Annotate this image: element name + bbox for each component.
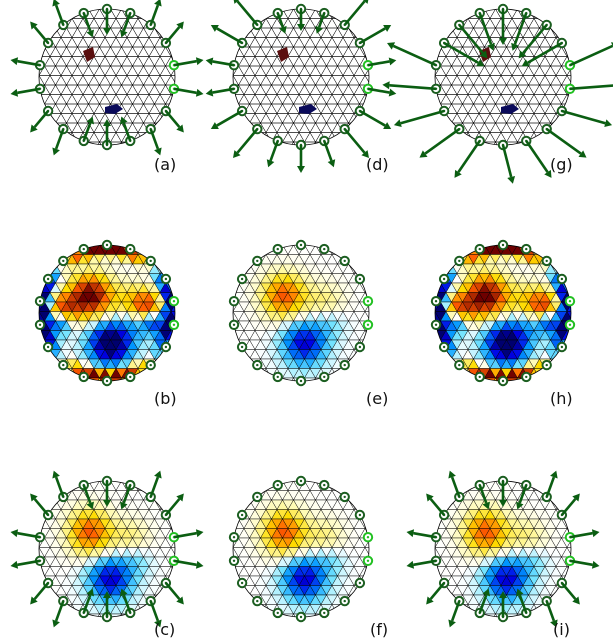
arrow-icon [526, 141, 547, 172]
arrow-icon [393, 46, 436, 65]
arrow-icon [570, 46, 613, 65]
mesh-f [222, 472, 393, 634]
arrow-icon [35, 583, 48, 599]
panel-label-g: (g) [550, 155, 573, 174]
arrow-icon [166, 111, 179, 127]
arrow-icon [547, 129, 581, 153]
arrow-icon [166, 583, 179, 599]
panel-label-b: (b) [154, 389, 177, 408]
arrow-icon [389, 85, 436, 89]
arrow-icon [217, 111, 242, 126]
mesh-d [222, 0, 393, 161]
arrow-icon [401, 111, 444, 123]
arrow-icon [238, 129, 258, 153]
mesh-h [424, 236, 595, 398]
mesh-a [28, 0, 199, 161]
arrow-icon [217, 28, 242, 43]
panel-label-i: (i) [553, 620, 570, 639]
panel-label-e: (e) [366, 389, 388, 408]
panel-label-f: (f) [370, 620, 388, 639]
arrow-icon [345, 129, 365, 153]
arrow-icon [562, 499, 575, 515]
arrow-icon [431, 499, 444, 515]
arrow-icon [562, 583, 575, 599]
arrow-icon [562, 111, 605, 123]
arrow-icon [238, 1, 258, 25]
arrow-icon [360, 28, 385, 43]
arrow-icon [570, 85, 613, 89]
arrow-icon [35, 27, 48, 43]
panel-label-d: (d) [366, 155, 389, 174]
arrow-icon [166, 27, 179, 43]
arrow-icon [360, 111, 385, 126]
arrow-icon [35, 111, 48, 127]
mesh-b [28, 236, 199, 398]
arrow-icon [35, 499, 48, 515]
arrow-icon [425, 129, 459, 153]
arrow-icon [458, 141, 479, 172]
mesh-c [28, 472, 199, 634]
mesh-e [222, 236, 393, 398]
panel-label-c: (c) [154, 620, 175, 639]
panel-label-a: (a) [154, 155, 176, 174]
panel-label-h: (h) [550, 389, 573, 408]
arrow-icon [503, 145, 511, 177]
mesh-i [424, 472, 595, 634]
arrow-icon [166, 499, 179, 515]
arrow-icon [431, 583, 444, 599]
arrow-icon [345, 1, 365, 25]
